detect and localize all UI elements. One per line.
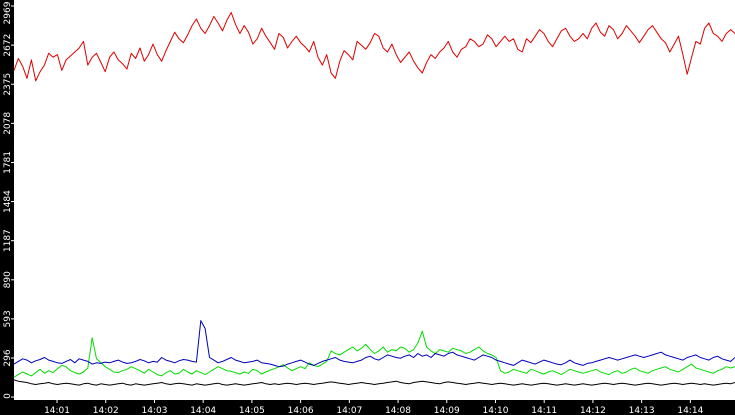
x-axis-band xyxy=(0,400,735,415)
x-tick-label: 14:04 xyxy=(190,406,216,415)
plot-background xyxy=(14,0,735,400)
x-tick-label: 14:02 xyxy=(93,406,119,415)
y-tick-label: 296 xyxy=(3,349,13,366)
y-tick-label: 890 xyxy=(3,271,13,288)
x-tick-label: 14:01 xyxy=(44,406,70,415)
series-line-3 xyxy=(13,379,735,386)
x-tick-label: 14:03 xyxy=(141,406,167,415)
series-line-1 xyxy=(13,330,735,378)
y-axis-ticks: 0 296 593 890 1187 1484 1781 2078 2375 2672 2969 xyxy=(3,1,14,399)
y-tick-label: 2078 xyxy=(3,112,13,135)
y-tick-label: 0 xyxy=(3,393,13,399)
x-axis-ticks: 14:01 14:02 14:03 14:04 14:05 14:06 14:07 14:08… xyxy=(44,400,704,415)
x-tick-label: 14:08 xyxy=(385,406,411,415)
series-lines xyxy=(13,12,735,386)
x-tick-label: 14:10 xyxy=(483,406,509,415)
x-tick-label: 14:12 xyxy=(580,406,606,415)
y-tick-label: 2375 xyxy=(3,73,13,96)
y-tick-label: 593 xyxy=(3,310,13,327)
y-tick-label: 2969 xyxy=(3,1,13,24)
x-tick-label: 14:07 xyxy=(336,406,362,415)
x-tick-label: 14:13 xyxy=(629,406,655,415)
y-tick-label: 2672 xyxy=(3,34,13,57)
x-tick-label: 14:09 xyxy=(434,406,460,415)
x-tick-label: 14:11 xyxy=(531,406,557,415)
series-line-2 xyxy=(13,320,735,368)
x-tick-label: 14:14 xyxy=(677,406,703,415)
y-tick-label: 1484 xyxy=(3,190,13,213)
y-tick-label: 1781 xyxy=(3,151,13,174)
y-tick-label: 1187 xyxy=(3,229,13,252)
series-line-0 xyxy=(13,12,735,82)
x-tick-label: 14:05 xyxy=(239,406,265,415)
x-tick-label: 14:06 xyxy=(288,406,314,415)
y-axis-band xyxy=(0,0,14,415)
